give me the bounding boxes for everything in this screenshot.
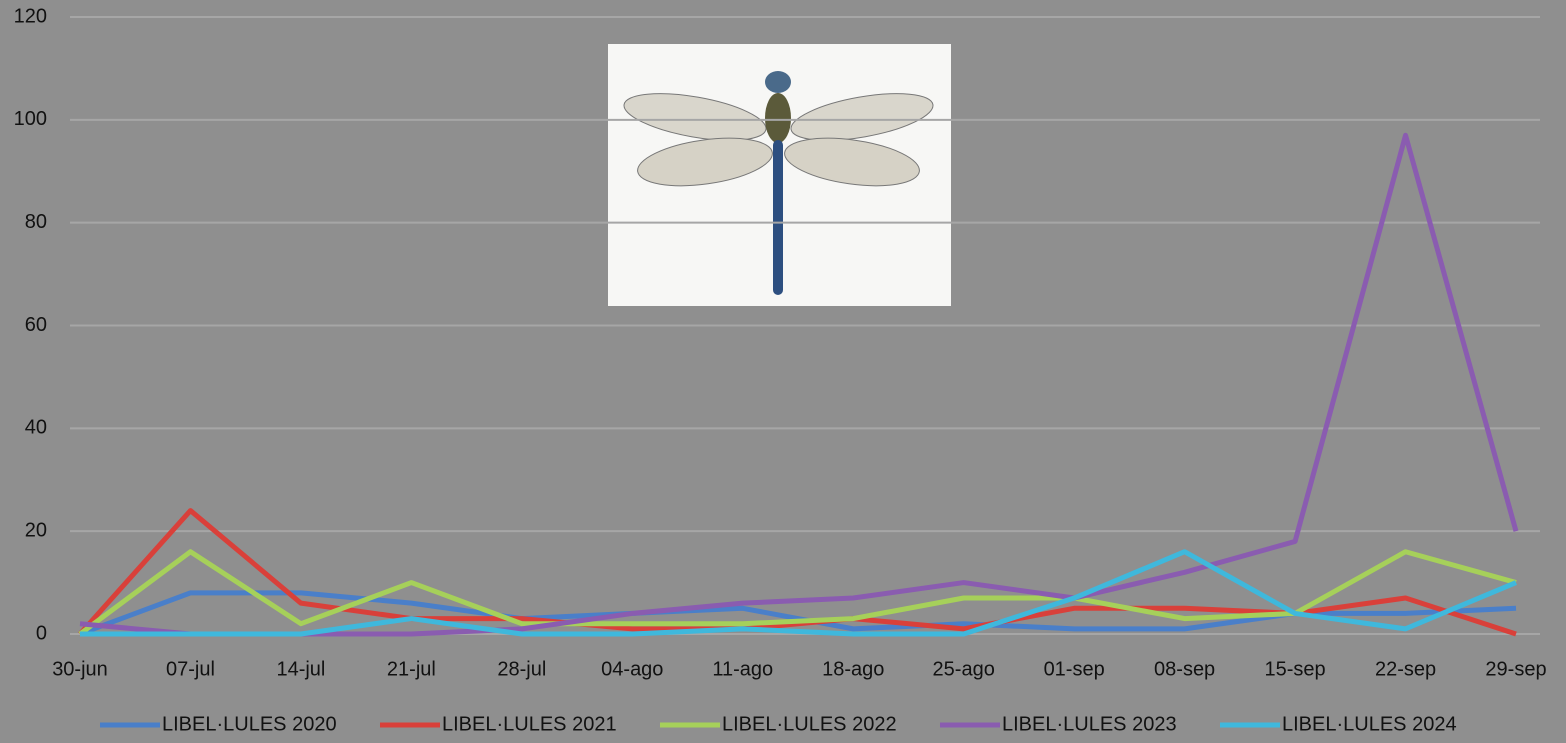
x-tick-label: 01-sep: [1044, 658, 1105, 680]
dragonfly-image: [608, 44, 951, 306]
x-tick-label: 15-sep: [1264, 658, 1325, 680]
legend-label: LIBEL·LULES 2023: [1002, 713, 1177, 735]
x-tick-label: 14-jul: [276, 658, 325, 680]
x-tick-label: 28-jul: [497, 658, 546, 680]
x-tick-label: 11-ago: [712, 658, 773, 680]
series-line: [79, 132, 1519, 637]
x-tick-label: 07-jul: [166, 658, 215, 680]
series-line: [78, 549, 1517, 637]
y-tick-label: 40: [25, 417, 47, 439]
y-tick-label: 120: [14, 5, 47, 27]
legend-label: LIBEL·LULES 2022: [722, 713, 897, 735]
x-tick-label: 21-jul: [387, 658, 436, 680]
y-tick-label: 0: [36, 622, 47, 644]
x-tick-label: 29-sep: [1485, 658, 1546, 680]
y-tick-label: 60: [25, 314, 47, 336]
y-tick-label: 80: [25, 211, 47, 233]
x-tick-label: 04-ago: [601, 658, 663, 680]
x-tick-label: 18-ago: [822, 658, 884, 680]
x-tick-label: 25-ago: [933, 658, 995, 680]
x-tick-label: 08-sep: [1154, 658, 1215, 680]
series-line: [80, 549, 1517, 637]
y-tick-label: 100: [14, 108, 47, 130]
x-tick-label: 30-jun: [52, 658, 108, 680]
legend-label: LIBEL·LULES 2021: [442, 713, 617, 735]
x-tick-label: 22-sep: [1375, 658, 1436, 680]
y-tick-label: 20: [25, 519, 47, 541]
legend-label: LIBEL·LULES 2024: [1282, 713, 1457, 735]
legend-label: LIBEL·LULES 2020: [162, 713, 337, 735]
